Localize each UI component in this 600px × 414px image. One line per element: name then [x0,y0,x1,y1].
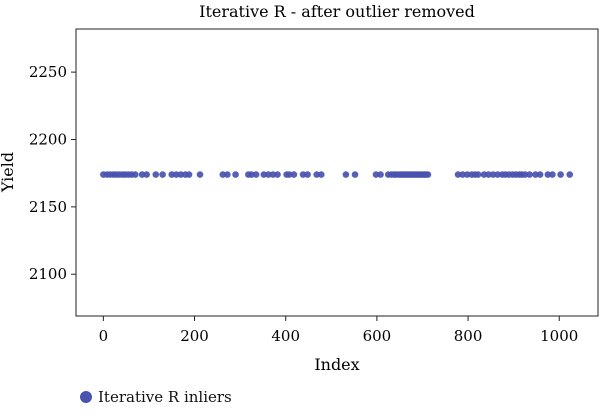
data-point [342,171,350,178]
legend: Iterative R inliers [80,388,232,406]
y-axis: 2100 2150 2200 2250 [29,63,76,283]
chart-title: Iterative R - after outlier removed [199,2,475,21]
x-tick-label: 0 [99,327,109,345]
data-point [265,171,272,178]
x-tick-label: 800 [454,327,483,345]
data-point [372,171,380,178]
data-point [177,171,185,178]
data-point [299,171,307,178]
data-point [494,171,502,178]
data-point [463,171,471,178]
data-point [521,171,529,178]
data-point [252,171,260,178]
data-point [269,171,277,178]
legend-marker [80,391,92,403]
data-point [224,171,231,178]
x-axis: 0 200 400 600 800 1000 [99,316,578,345]
data-point [474,171,482,178]
data-point [317,171,325,178]
y-axis-label: Yield [0,152,17,193]
data-point [489,171,497,178]
data-point [351,171,359,178]
data-point [566,171,574,178]
x-tick-label: 400 [271,327,300,345]
data-point [480,171,488,178]
y-tick-label: 2250 [29,63,67,81]
data-point [159,171,166,178]
data-point [286,171,293,178]
data-point [485,171,492,178]
data-point [454,171,462,178]
data-point [544,171,552,178]
x-tick-label: 1000 [540,327,578,345]
data-points [100,171,574,178]
data-point [196,171,204,178]
legend-label: Iterative R inliers [98,388,232,406]
plot-area [75,28,599,317]
data-point [248,171,255,178]
data-point [532,171,539,178]
data-point [143,171,150,178]
data-point [424,171,432,178]
data-point [557,171,564,178]
data-point [260,171,268,178]
data-point [526,171,533,178]
data-point [549,171,556,178]
data-point [131,171,139,178]
data-point [304,171,311,178]
data-point [185,171,193,178]
data-point [536,171,544,178]
data-point [172,171,180,178]
x-axis-label: Index [314,355,359,374]
data-point [168,171,176,178]
x-tick-label: 200 [180,327,209,345]
data-point [152,171,160,178]
x-tick-label: 600 [363,327,392,345]
y-tick-label: 2150 [29,198,67,216]
data-point [232,171,239,178]
data-point [313,171,321,178]
y-tick-label: 2200 [29,130,67,148]
data-point [138,171,146,178]
data-point [274,171,281,178]
data-point [219,171,227,178]
y-tick-label: 2100 [29,265,67,283]
data-point [290,171,298,178]
data-point [377,171,384,178]
data-point [459,171,466,178]
